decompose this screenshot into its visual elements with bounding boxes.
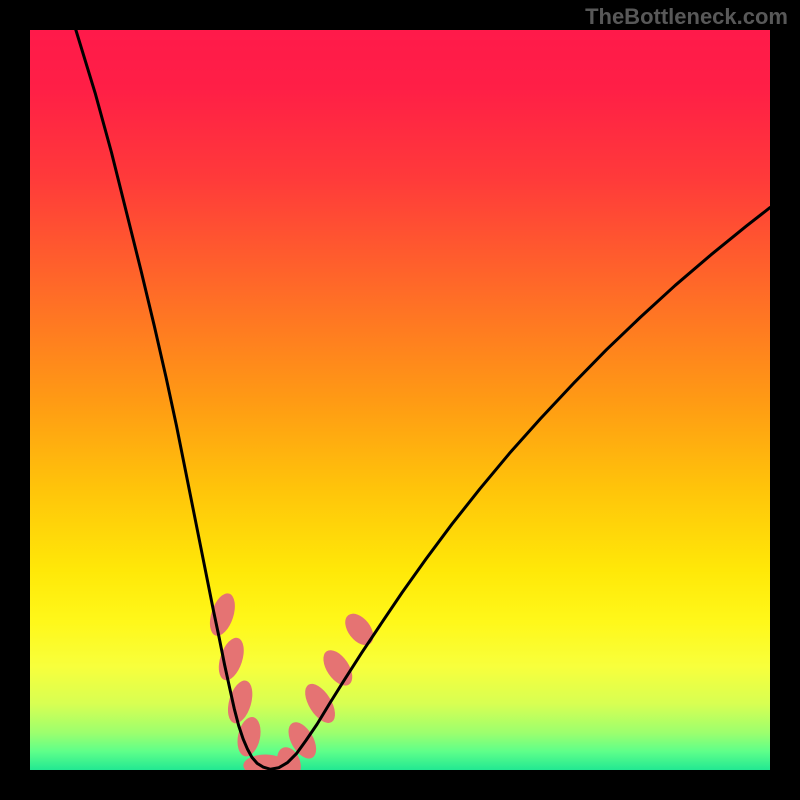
plot-area [30, 30, 770, 770]
watermark-text: TheBottleneck.com [585, 4, 788, 30]
marker-pills-group [205, 590, 379, 770]
bottleneck-curve [76, 30, 770, 769]
marker-pill [340, 608, 380, 650]
curve-layer [30, 30, 770, 770]
